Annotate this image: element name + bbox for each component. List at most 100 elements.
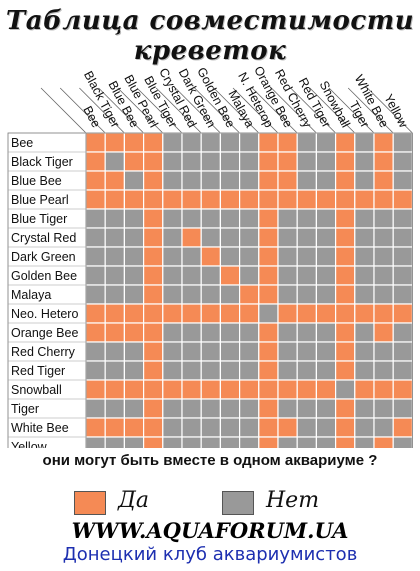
cell-8-15: [373, 284, 394, 305]
cell-1-9: [258, 151, 279, 172]
cell-11-5: [181, 341, 202, 362]
cell-0-0: [85, 132, 106, 153]
column-divider: [117, 87, 164, 134]
cell-2-9: [258, 170, 279, 191]
cell-1-7: [219, 151, 241, 172]
cell-7-5: [181, 265, 202, 286]
cell-12-12: [315, 360, 337, 381]
cell-16-8: [239, 436, 260, 448]
row-label: Yellow: [11, 440, 48, 448]
cell-1-2: [123, 151, 145, 172]
cell-13-5: [181, 379, 202, 400]
cell-0-7: [219, 132, 241, 153]
cell-2-12: [315, 170, 337, 191]
cell-1-14: [354, 151, 375, 172]
cell-8-9: [258, 284, 279, 305]
cell-4-11: [296, 208, 318, 229]
cell-3-6: [200, 189, 221, 210]
cell-15-4: [162, 417, 183, 438]
cell-10-4: [162, 322, 183, 343]
cell-4-9: [258, 208, 279, 229]
cell-16-0: [85, 436, 106, 448]
cell-15-13: [335, 417, 356, 438]
website-link[interactable]: WWW.AQUAFORUM.UA: [71, 518, 349, 543]
cell-3-1: [104, 189, 125, 210]
cell-13-7: [219, 379, 241, 400]
cell-11-10: [277, 341, 298, 362]
cell-14-3: [143, 398, 164, 419]
cell-16-14: [354, 436, 375, 448]
cell-3-13: [335, 189, 356, 210]
cell-8-8: [239, 284, 260, 305]
cell-11-1: [104, 341, 125, 362]
cell-9-0: [85, 303, 106, 324]
row-label: Blue Tiger: [11, 212, 67, 226]
cell-11-9: [258, 341, 279, 362]
column-divider: [98, 87, 144, 134]
cell-4-6: [200, 208, 221, 229]
column-divider: [367, 87, 413, 134]
cell-0-10: [277, 132, 298, 153]
cell-2-0: [85, 170, 106, 191]
row-label: Red Cherry: [11, 345, 76, 359]
cell-2-2: [123, 170, 145, 191]
cell-5-8: [239, 227, 260, 248]
cell-4-4: [162, 208, 183, 229]
cell-9-13: [335, 303, 356, 324]
cell-1-3: [143, 151, 164, 172]
cell-14-9: [258, 398, 279, 419]
cell-5-1: [104, 227, 125, 248]
cell-12-14: [354, 360, 375, 381]
cell-6-14: [354, 246, 375, 267]
grid-border: [85, 132, 413, 448]
cell-0-6: [200, 132, 221, 153]
column-divider: [309, 87, 356, 134]
cell-9-16: [392, 303, 414, 324]
cell-5-9: [258, 227, 279, 248]
cell-10-6: [200, 322, 221, 343]
cell-16-16: [392, 436, 414, 448]
cell-0-9: [258, 132, 279, 153]
cell-8-10: [277, 284, 298, 305]
cell-9-2: [123, 303, 145, 324]
compatibility-heatmap: Bee Black Tiger Blue Bee Blue Pearl Blue Tig…: [7, 64, 414, 448]
club-name: Донецкий клуб аквариумистов: [62, 544, 358, 565]
cell-14-7: [219, 398, 241, 419]
cell-13-16: [392, 379, 414, 400]
cell-3-4: [162, 189, 183, 210]
cell-16-6: [200, 436, 221, 448]
cell-6-5: [181, 246, 202, 267]
cell-9-6: [200, 303, 221, 324]
cell-9-4: [162, 303, 183, 324]
column-divider: [155, 87, 202, 134]
cell-7-10: [277, 265, 298, 286]
cell-11-4: [162, 341, 183, 362]
cell-15-1: [104, 417, 125, 438]
cell-12-8: [239, 360, 260, 381]
cell-10-0: [85, 322, 106, 343]
cell-13-10: [277, 379, 298, 400]
cell-14-4: [162, 398, 183, 419]
cell-0-8: [239, 132, 260, 153]
row-label: Malaya: [11, 288, 51, 302]
cell-2-15: [373, 170, 394, 191]
cell-2-5: [181, 170, 202, 191]
cell-11-0: [85, 341, 106, 362]
cell-5-11: [296, 227, 318, 248]
cell-15-15: [373, 417, 394, 438]
cell-0-11: [296, 132, 318, 153]
cell-16-15: [373, 436, 394, 448]
cell-7-15: [373, 265, 394, 286]
cell-4-1: [104, 208, 125, 229]
cell-0-3: [143, 132, 164, 153]
cell-6-6: [200, 246, 221, 267]
row-label: White Bee: [11, 421, 69, 435]
cell-1-12: [315, 151, 337, 172]
cell-3-2: [123, 189, 145, 210]
cell-16-1: [104, 436, 125, 448]
cell-0-12: [315, 132, 337, 153]
cell-14-5: [181, 398, 202, 419]
cell-3-15: [373, 189, 394, 210]
legend-question: они могут быть вместе в одном аквариуме …: [42, 452, 378, 469]
cell-13-3: [143, 379, 164, 400]
